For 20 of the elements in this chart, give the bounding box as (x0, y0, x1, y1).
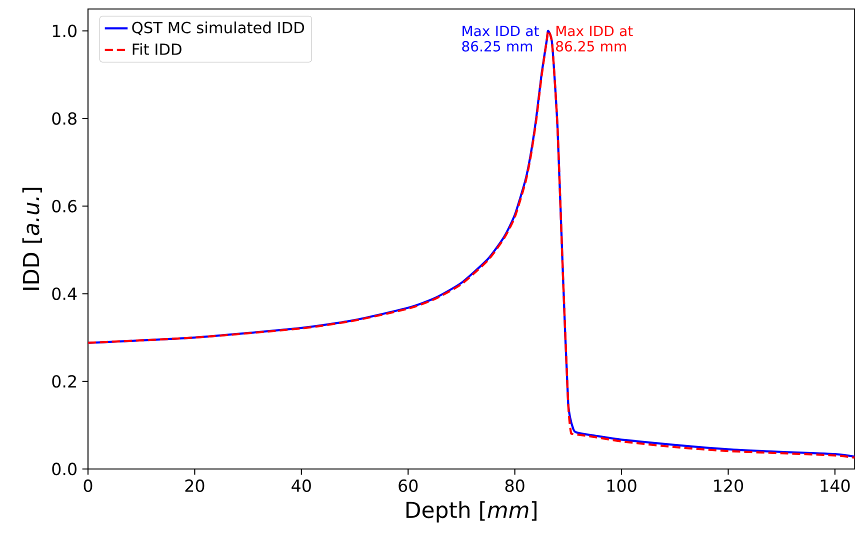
y-tick-label: 1.0 (52, 24, 76, 38)
annotation: Max IDD at 86.25 mm (462, 26, 539, 52)
x-tick-label: 80 (505, 479, 524, 492)
y-tick-label: 0.8 (52, 112, 76, 125)
x-tick-label: 20 (185, 479, 204, 492)
y-tick-label: 0.6 (52, 200, 77, 212)
x-tick-label: 40 (292, 479, 311, 492)
x-tick-label: 100 (607, 479, 636, 492)
legend-label: QST MC simulated IDD (132, 22, 304, 36)
x-axis-title: Depth [mm] (406, 501, 536, 522)
legend-label: Fit IDD (132, 43, 182, 55)
x-tick-label: 60 (398, 479, 418, 492)
y-axis-title: IDD [a.u.] (22, 188, 42, 290)
x-tick-label: 140 (820, 479, 850, 492)
annotation: Max IDD at 86.25 mm (556, 26, 633, 52)
y-tick-label: 0.4 (52, 287, 77, 300)
x-tick-label: 0 (84, 479, 92, 492)
x-tick-label: 120 (714, 479, 744, 492)
y-tick-label: 0.2 (52, 375, 76, 388)
y-tick-label: 0.0 (52, 462, 76, 476)
